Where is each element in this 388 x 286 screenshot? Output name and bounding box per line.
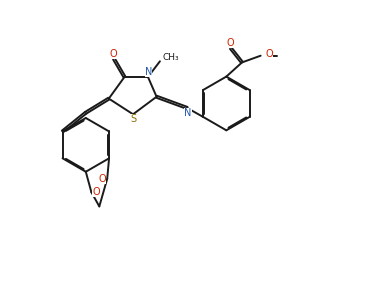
Text: O: O [109,49,117,59]
Text: CH₃: CH₃ [163,53,180,62]
Text: N: N [184,108,192,118]
Text: S: S [131,114,137,124]
Text: O: O [226,38,234,48]
Text: N: N [145,67,152,77]
Text: O: O [92,187,100,197]
Text: O: O [265,49,273,59]
Text: O: O [99,174,106,184]
